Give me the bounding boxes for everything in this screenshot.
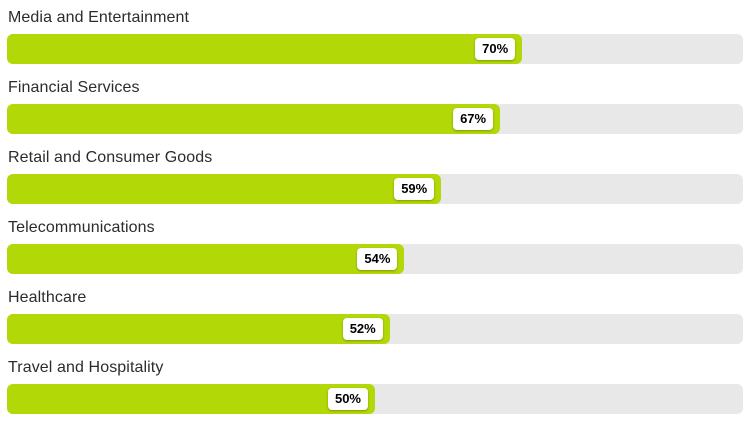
bar-fill: 52% [7,314,390,344]
chart-row: Media and Entertainment 70% [7,1,743,71]
category-label: Travel and Hospitality [8,359,164,376]
category-label: Healthcare [8,289,87,306]
category-label: Retail and Consumer Goods [8,149,213,166]
bar-track: 70% [7,34,743,64]
bar-track: 59% [7,174,743,204]
bar-track: 52% [7,314,743,344]
bar-fill: 67% [7,104,501,134]
value-label: 67% [453,108,494,130]
chart-row: Healthcare 52% [7,281,743,351]
chart-row: Financial Services 67% [7,71,743,141]
value-label: 59% [394,178,435,200]
chart-row: Travel and Hospitality 50% [7,351,743,421]
bar-fill: 70% [7,34,523,64]
value-label: 70% [475,38,516,60]
bar-track: 54% [7,244,743,274]
bar-fill: 54% [7,244,405,274]
bar-fill: 50% [7,384,375,414]
bar-track: 50% [7,384,743,414]
chart-row: Telecommunications 54% [7,211,743,281]
value-label: 54% [357,248,398,270]
value-label: 52% [342,318,383,340]
bar-track: 67% [7,104,743,134]
chart-row: Retail and Consumer Goods 59% [7,141,743,211]
bar-fill: 59% [7,174,442,204]
category-label: Financial Services [8,79,140,96]
value-label: 50% [327,388,368,410]
category-label: Telecommunications [8,219,155,236]
category-label: Media and Entertainment [8,9,190,26]
